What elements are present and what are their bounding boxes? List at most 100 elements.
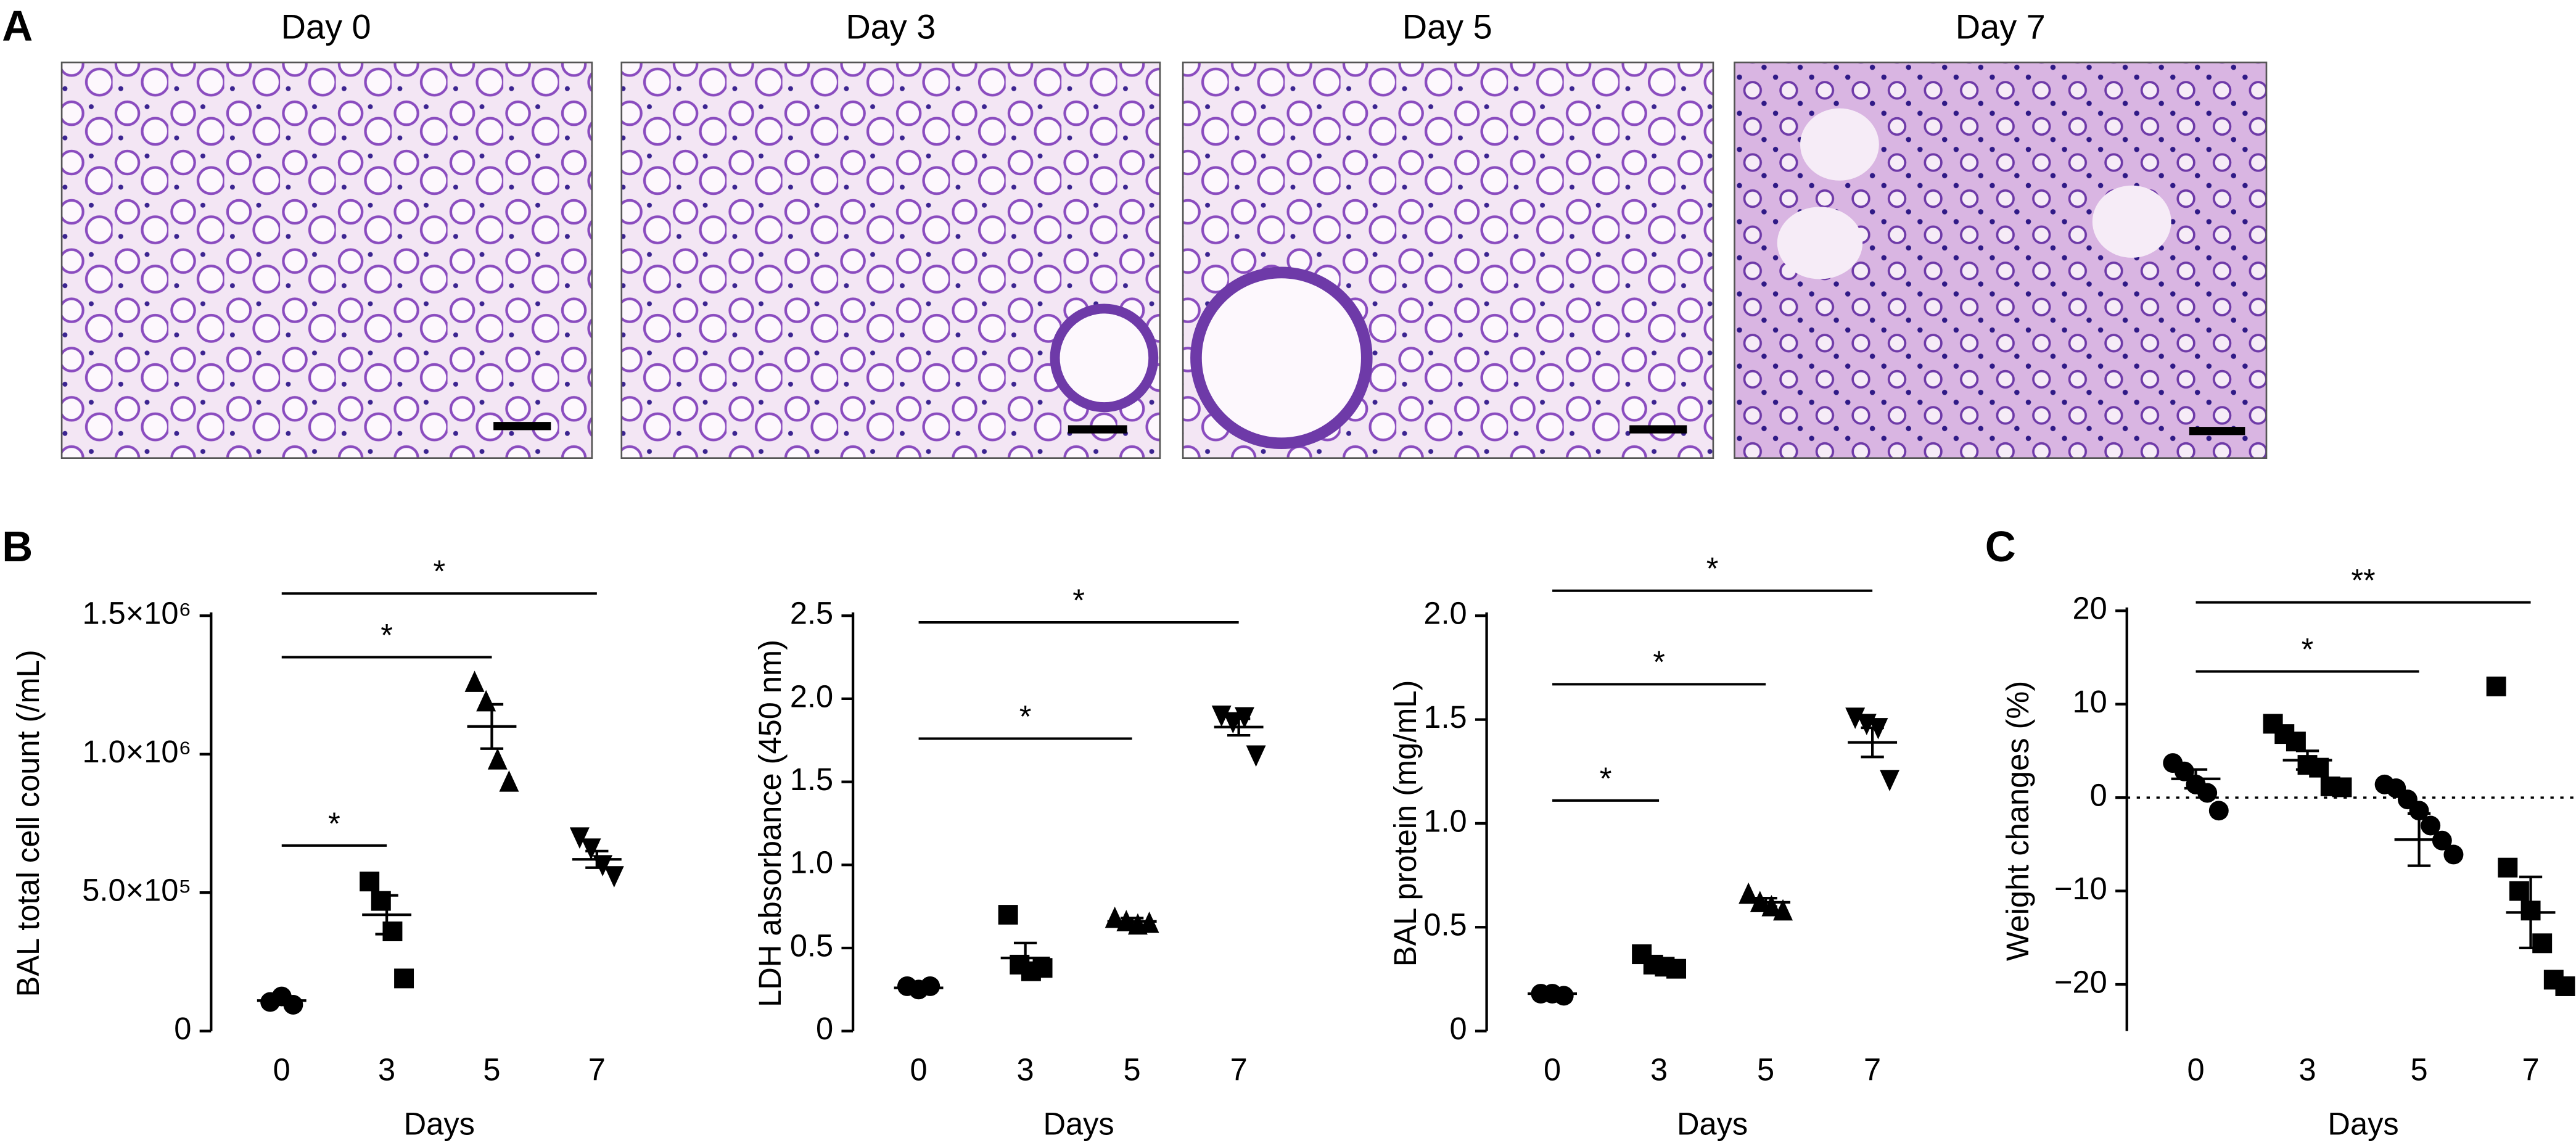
y-tick-label: −10 [2054,871,2107,906]
data-point [604,866,624,888]
error-bar [375,894,398,936]
panel-label: C [1985,522,2016,571]
error-bar [1120,917,1144,926]
y-tick-label: 1.0×10⁶ [82,734,191,769]
x-tick-label: 3 [1017,1052,1034,1087]
data-point [487,748,508,770]
data-point [2286,732,2306,752]
data-point [1032,958,1053,978]
data-point [1773,899,1793,921]
data-point [2332,777,2352,798]
data-point [2409,801,2429,821]
error-bar [2407,812,2431,867]
data-point [2509,881,2529,901]
x-tick-label: 3 [2298,1052,2316,1087]
y-tick-label: 1.0 [1423,803,1467,838]
data-point [360,872,380,892]
y-tick-label: 0.5 [1423,907,1467,942]
error-bar [2184,768,2208,790]
x-tick-label: 7 [1864,1052,1881,1087]
significance-label: * [433,554,445,589]
x-tick-label: 5 [1124,1052,1141,1087]
y-tick-label: 0 [2090,777,2107,812]
x-tick-label: 5 [483,1052,500,1087]
y-tick-label: 0.5 [790,928,833,963]
y-tick-label: 2.0 [1423,596,1467,631]
data-point [2498,857,2518,878]
y-tick-label: 10 [2073,684,2107,719]
x-tick-label: 7 [588,1052,606,1087]
x-axis-label: Days [1043,1106,1114,1141]
y-tick-label: 1.0 [790,845,833,880]
data-point [2197,783,2218,803]
y-axis-label: BAL protein (mg/mL) [1388,680,1423,967]
error-bar [1227,717,1251,737]
image-title: Day 7 [1956,7,2046,46]
x-tick-label: 7 [2522,1052,2539,1087]
image-title: Day 5 [1402,7,1492,46]
significance-label: * [1600,761,1612,796]
data-point [1246,745,1266,767]
significance-label: * [381,617,393,653]
x-axis-label: Days [404,1106,475,1141]
x-tick-label: 3 [1650,1052,1668,1087]
significance-label: * [1653,645,1665,680]
error-bar [2295,749,2319,771]
data-point [2421,815,2441,836]
error-bar [585,849,609,869]
error-bar [907,984,931,991]
histology-image [1734,61,2268,459]
data-point [1739,882,1759,904]
x-axis-label: Days [2327,1106,2398,1141]
data-point [464,670,485,692]
histology-image [620,61,1161,459]
error-bar [1754,897,1777,908]
x-tick-label: 0 [910,1052,928,1087]
x-tick-label: 0 [2187,1052,2204,1087]
data-point [499,770,519,792]
x-tick-label: 0 [273,1052,290,1087]
data-point [2174,761,2194,781]
y-tick-label: 1.5 [1423,699,1467,735]
error-bar [1861,726,1884,759]
panel-label: A [2,2,33,50]
y-tick-label: 1.5 [790,762,833,797]
panel-label: B [2,522,33,571]
y-axis-label: Weight changes (%) [2000,681,2035,961]
x-tick-label: 3 [378,1052,395,1087]
significance-label: * [1706,551,1719,586]
data-point [569,827,590,849]
data-point [2486,676,2506,696]
data-point [1880,770,1900,791]
y-tick-label: 20 [2073,591,2107,626]
data-point [2208,801,2229,821]
significance-label: ** [2351,563,2375,598]
x-axis-label: Days [1677,1106,1748,1141]
histology-image [60,61,593,459]
image-title: Day 3 [846,7,936,46]
y-tick-label: −20 [2054,964,2107,999]
x-tick-label: 5 [2410,1052,2427,1087]
significance-label: * [1019,699,1032,734]
error-bar [480,703,504,750]
significance-label: * [2302,632,2314,667]
error-bar [1013,941,1037,975]
error-bar [1647,957,1671,968]
y-tick-label: 0 [174,1011,191,1046]
y-tick-label: 5.0×10⁵ [82,873,191,908]
significance-label: * [328,806,340,841]
data-point [998,905,1018,925]
error-bar [1541,990,1564,997]
data-point [2443,844,2464,865]
image-title: Day 0 [281,7,371,46]
histology-image [1182,61,1714,459]
data-point [1211,705,1232,727]
error-bar [2519,875,2543,950]
y-tick-label: 2.0 [790,678,833,714]
significance-label: * [1072,582,1085,617]
data-point [2555,976,2575,996]
y-tick-label: 1.5×10⁶ [82,596,191,631]
y-tick-label: 0 [816,1011,833,1046]
